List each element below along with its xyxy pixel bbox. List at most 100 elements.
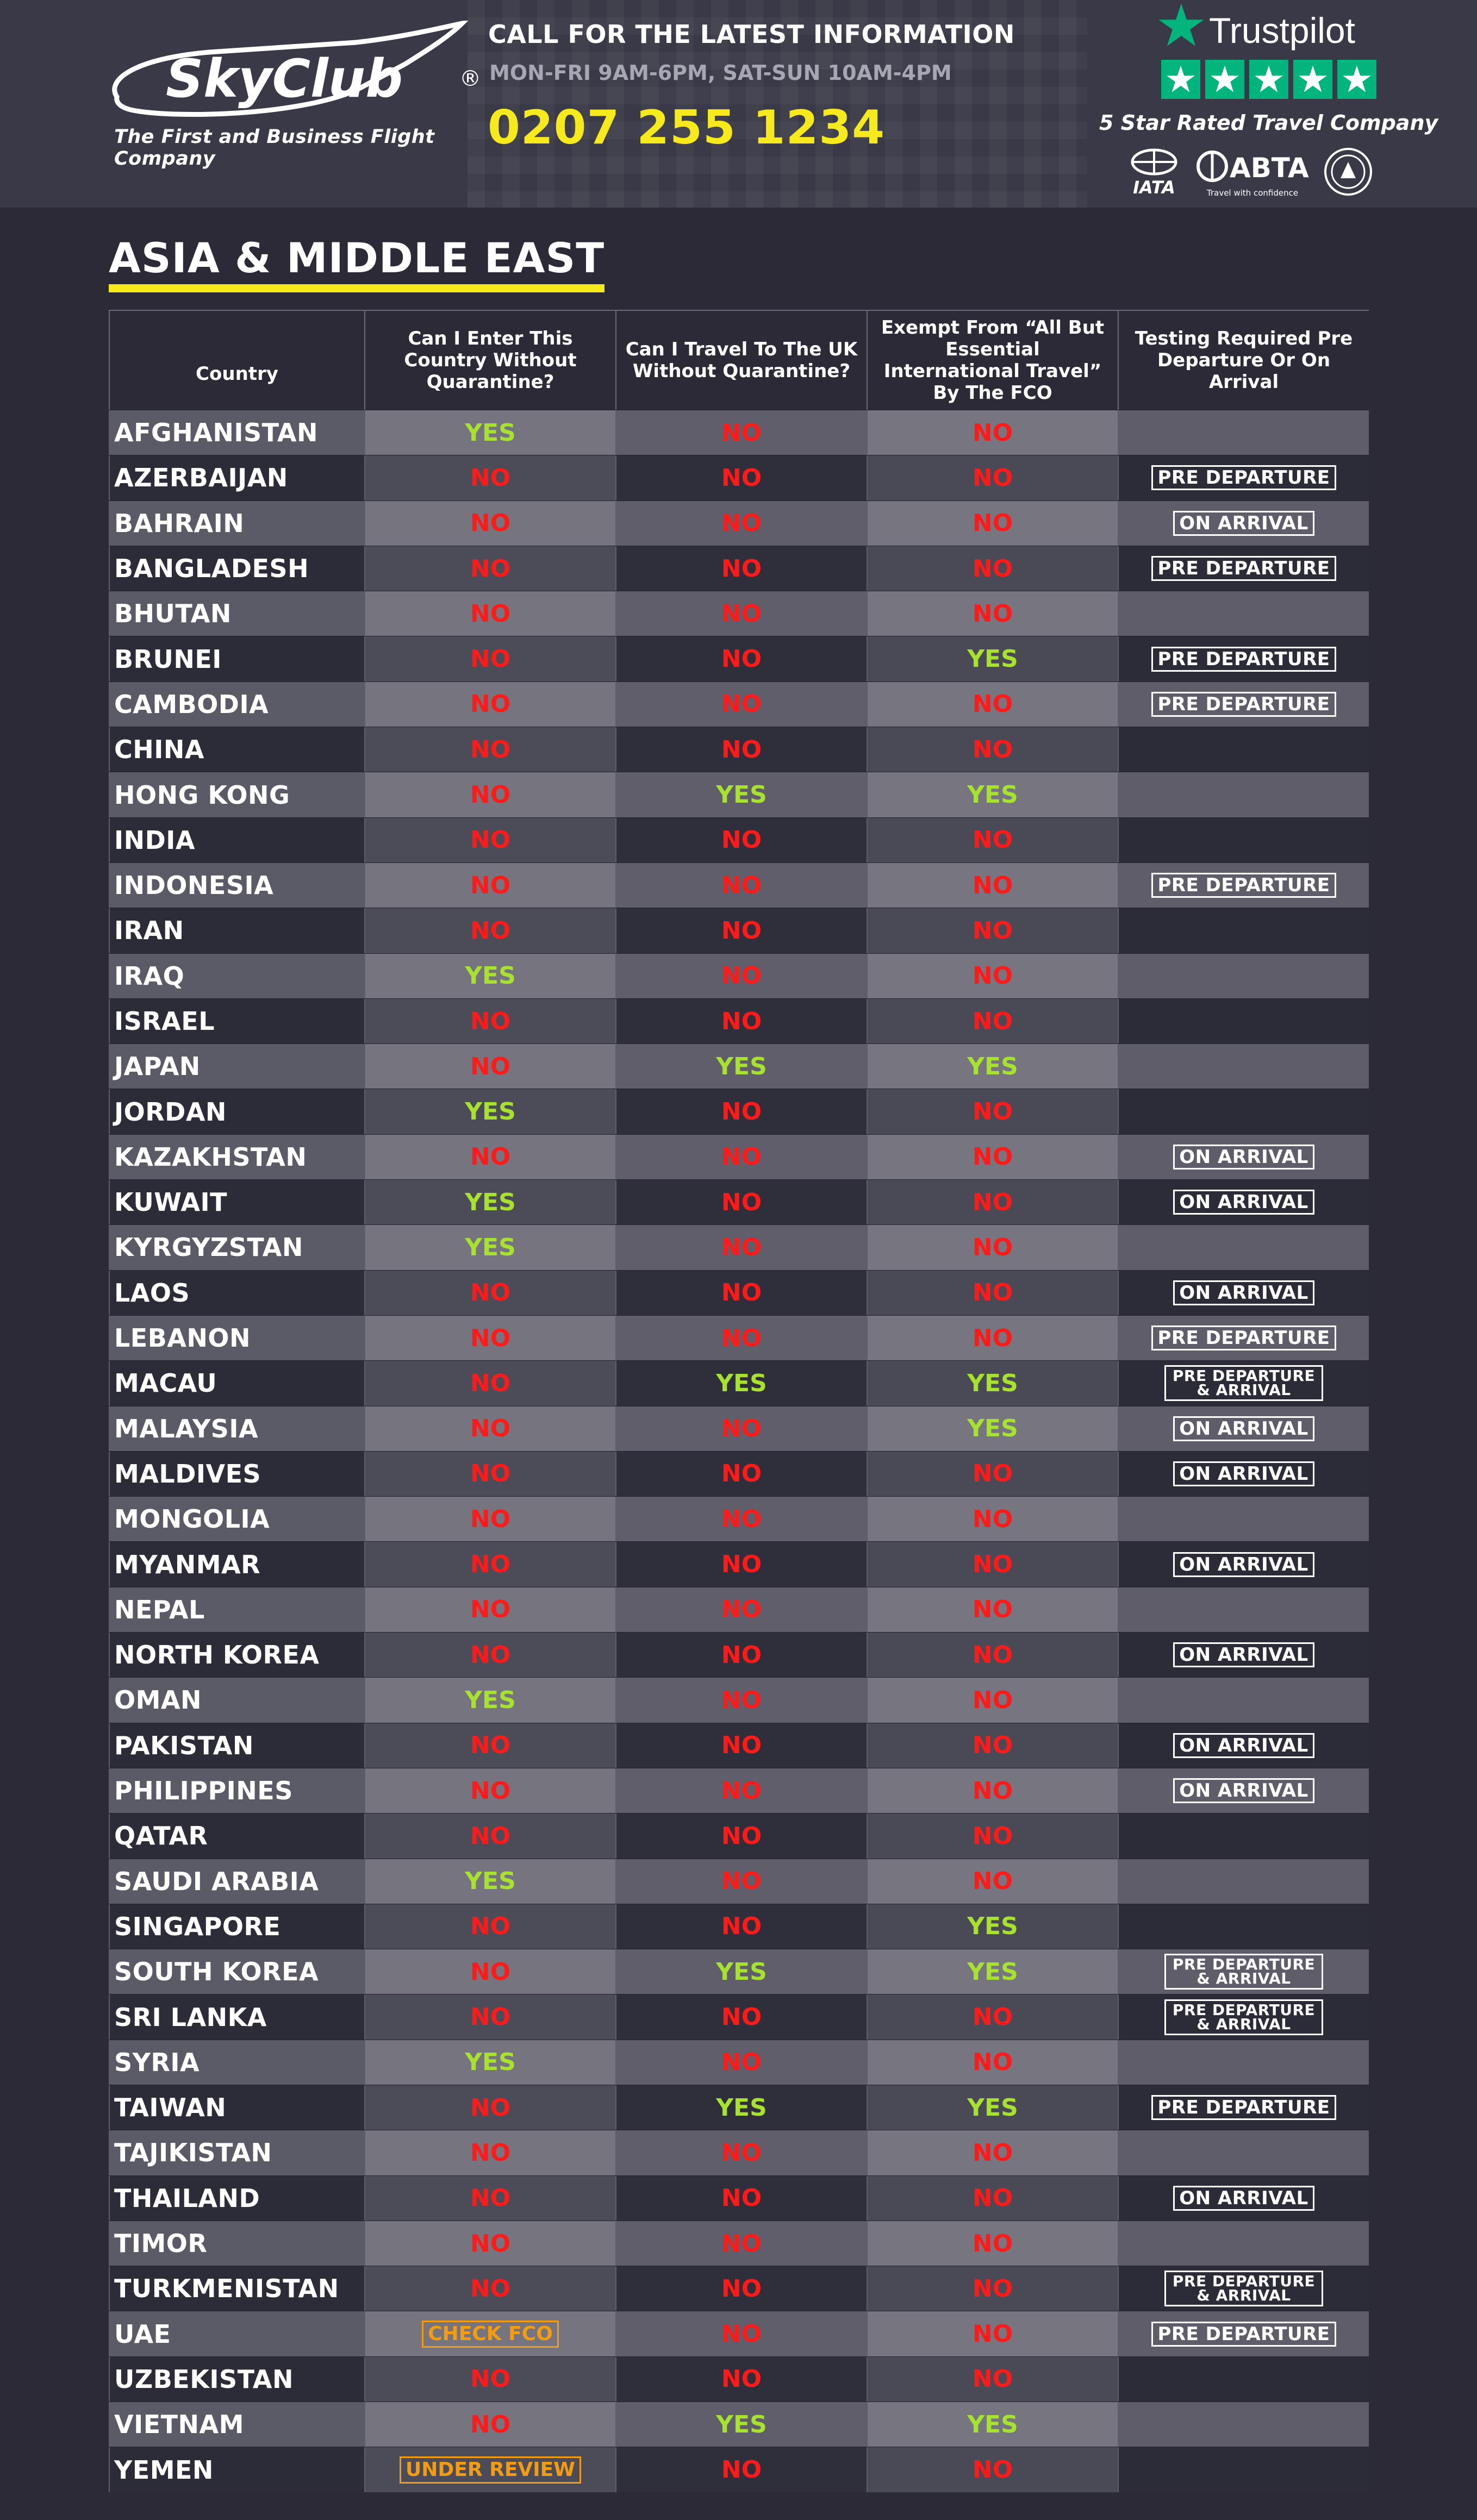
testing-required-cell (1118, 1225, 1369, 1270)
country-name: CHINA (114, 735, 204, 765)
table-row: VIETNAM NO YES YES (109, 2402, 1369, 2447)
country-name: BAHRAIN (114, 508, 245, 538)
status-value: NO (470, 826, 511, 854)
testing-badge: PRE DEPARTURE (1151, 2321, 1336, 2347)
enter-without-quarantine-cell: NO (364, 1633, 615, 1678)
country-name: KAZAKHSTAN (114, 1142, 307, 1172)
status-value: NO (972, 1731, 1013, 1760)
table-row: SINGAPORE NO NO YES (109, 1903, 1369, 1949)
country-cell: HONG KONG (109, 772, 364, 817)
status-value: NO (470, 2093, 511, 2122)
status-value: YES (967, 2093, 1018, 2122)
status-value: YES (967, 1369, 1018, 1397)
uk-return-cell: YES (615, 1044, 867, 1089)
skyclub-logo[interactable]: SkyClub ® (101, 21, 481, 124)
uk-return-cell: YES (615, 2402, 867, 2447)
status-value: NO (470, 916, 511, 945)
table-row: INDIA NO NO NO (109, 817, 1369, 862)
table-row: MALDIVES NO NO NO ON ARRIVAL (109, 1450, 1369, 1497)
fco-exempt-cell: NO (867, 1723, 1118, 1768)
uk-return-cell: NO (615, 1587, 867, 1633)
status-value: NO (721, 2003, 762, 2031)
testing-required-cell: PRE DEPARTURE (1118, 455, 1369, 501)
logo-tagline: The First and Business Flight Company (114, 126, 435, 170)
country-name: IRAQ (114, 961, 185, 991)
fco-exempt-cell: NO (867, 2447, 1118, 2492)
uk-return-cell: NO (615, 1406, 867, 1451)
testing-required-cell (1118, 1904, 1369, 1949)
status-value: NO (470, 2184, 511, 2212)
uk-return-cell: NO (615, 636, 867, 681)
status-value: NO (972, 1505, 1013, 1533)
table-row: AFGHANISTAN YES NO NO (109, 410, 1369, 455)
testing-required-cell (1118, 2356, 1369, 2402)
fco-exempt-cell: NO (867, 410, 1118, 455)
enter-without-quarantine-cell: NO (364, 1814, 615, 1859)
enter-without-quarantine-cell: NO (364, 1270, 615, 1315)
country-name: THAILAND (114, 2183, 260, 2213)
country-cell: BAHRAIN (109, 501, 364, 546)
country-name: TIMOR (114, 2229, 208, 2259)
testing-required-cell (1118, 998, 1369, 1044)
table-row: MYANMAR NO NO NO ON ARRIVAL (109, 1541, 1369, 1587)
country-name: UAE (114, 2319, 171, 2349)
testing-required-cell (1118, 817, 1369, 862)
fco-exempt-cell: NO (867, 1814, 1118, 1859)
status-value: NO (972, 871, 1013, 899)
status-value: NO (972, 916, 1013, 945)
country-name: PHILIPPINES (114, 1776, 293, 1806)
testing-required-cell: PRE DEPARTURE (1118, 546, 1369, 591)
uk-return-cell: NO (615, 591, 867, 636)
fco-exempt-cell: NO (867, 1994, 1118, 2040)
status-value: NO (721, 962, 762, 990)
rating-caption: 5 Star Rated Travel Company (1099, 111, 1438, 135)
uk-return-cell: NO (615, 2447, 867, 2492)
status-value: NO (721, 1415, 762, 1443)
country-name: SRI LANKA (114, 2002, 267, 2032)
status-value: NO (721, 418, 762, 447)
enter-without-quarantine-cell: NO (364, 2130, 615, 2175)
country-name: ISRAEL (114, 1006, 215, 1036)
star-icon (1337, 60, 1376, 99)
fco-exempt-cell: NO (867, 1497, 1118, 1542)
status-value: NO (721, 1233, 762, 1261)
status-value: NO (470, 1460, 511, 1488)
uk-return-cell: NO (615, 862, 867, 908)
enter-without-quarantine-cell: YES (364, 953, 615, 998)
status-value: NO (721, 1912, 762, 1941)
country-cell: SAUDI ARABIA (109, 1859, 364, 1904)
status-value: NO (721, 1777, 762, 1805)
uk-return-cell: NO (615, 501, 867, 546)
country-cell: BRUNEI (109, 636, 364, 681)
country-name: MYANMAR (114, 1549, 261, 1579)
trustpilot-wordmark[interactable]: Trustpilot (1209, 10, 1355, 51)
fco-exempt-cell: NO (867, 2356, 1118, 2402)
table-row: BRUNEI NO NO YES PRE DEPARTURE (109, 636, 1369, 681)
status-value: NO (721, 1460, 762, 1488)
status-value: NO (470, 871, 511, 899)
testing-badge: PRE DEPARTURE (1151, 2095, 1336, 2121)
status-value: NO (721, 1641, 762, 1669)
header-pattern (468, 0, 1087, 208)
testing-badge: ON ARRIVAL (1173, 1190, 1314, 1215)
country-cell: JORDAN (109, 1089, 364, 1134)
testing-required-cell (1118, 2402, 1369, 2447)
status-value: NO (721, 645, 762, 673)
country-name: BHUTAN (114, 599, 232, 629)
uk-return-cell: NO (615, 546, 867, 591)
country-name: SOUTH KOREA (114, 1957, 319, 1987)
country-name: INDIA (114, 825, 196, 855)
table-row: SRI LANKA NO NO NO PRE DEPARTURE & ARRIVAL (109, 1994, 1369, 2040)
fco-exempt-cell: NO (867, 681, 1118, 727)
status-value: NO (972, 1596, 1013, 1624)
enter-without-quarantine-cell: NO (364, 727, 615, 772)
iata-logo-icon: IATA (1131, 148, 1177, 198)
uk-return-cell: NO (615, 455, 867, 501)
star-icon (1161, 60, 1200, 99)
phone-number[interactable]: 0207 255 1234 (488, 101, 886, 155)
enter-without-quarantine-cell: NO (364, 1361, 615, 1406)
enter-without-quarantine-cell: NO (364, 1315, 615, 1361)
call-hours: MON-FRI 9AM-6PM, SAT-SUN 10AM-4PM (489, 61, 952, 85)
testing-required-cell (1118, 410, 1369, 455)
country-cell: NEPAL (109, 1587, 364, 1633)
